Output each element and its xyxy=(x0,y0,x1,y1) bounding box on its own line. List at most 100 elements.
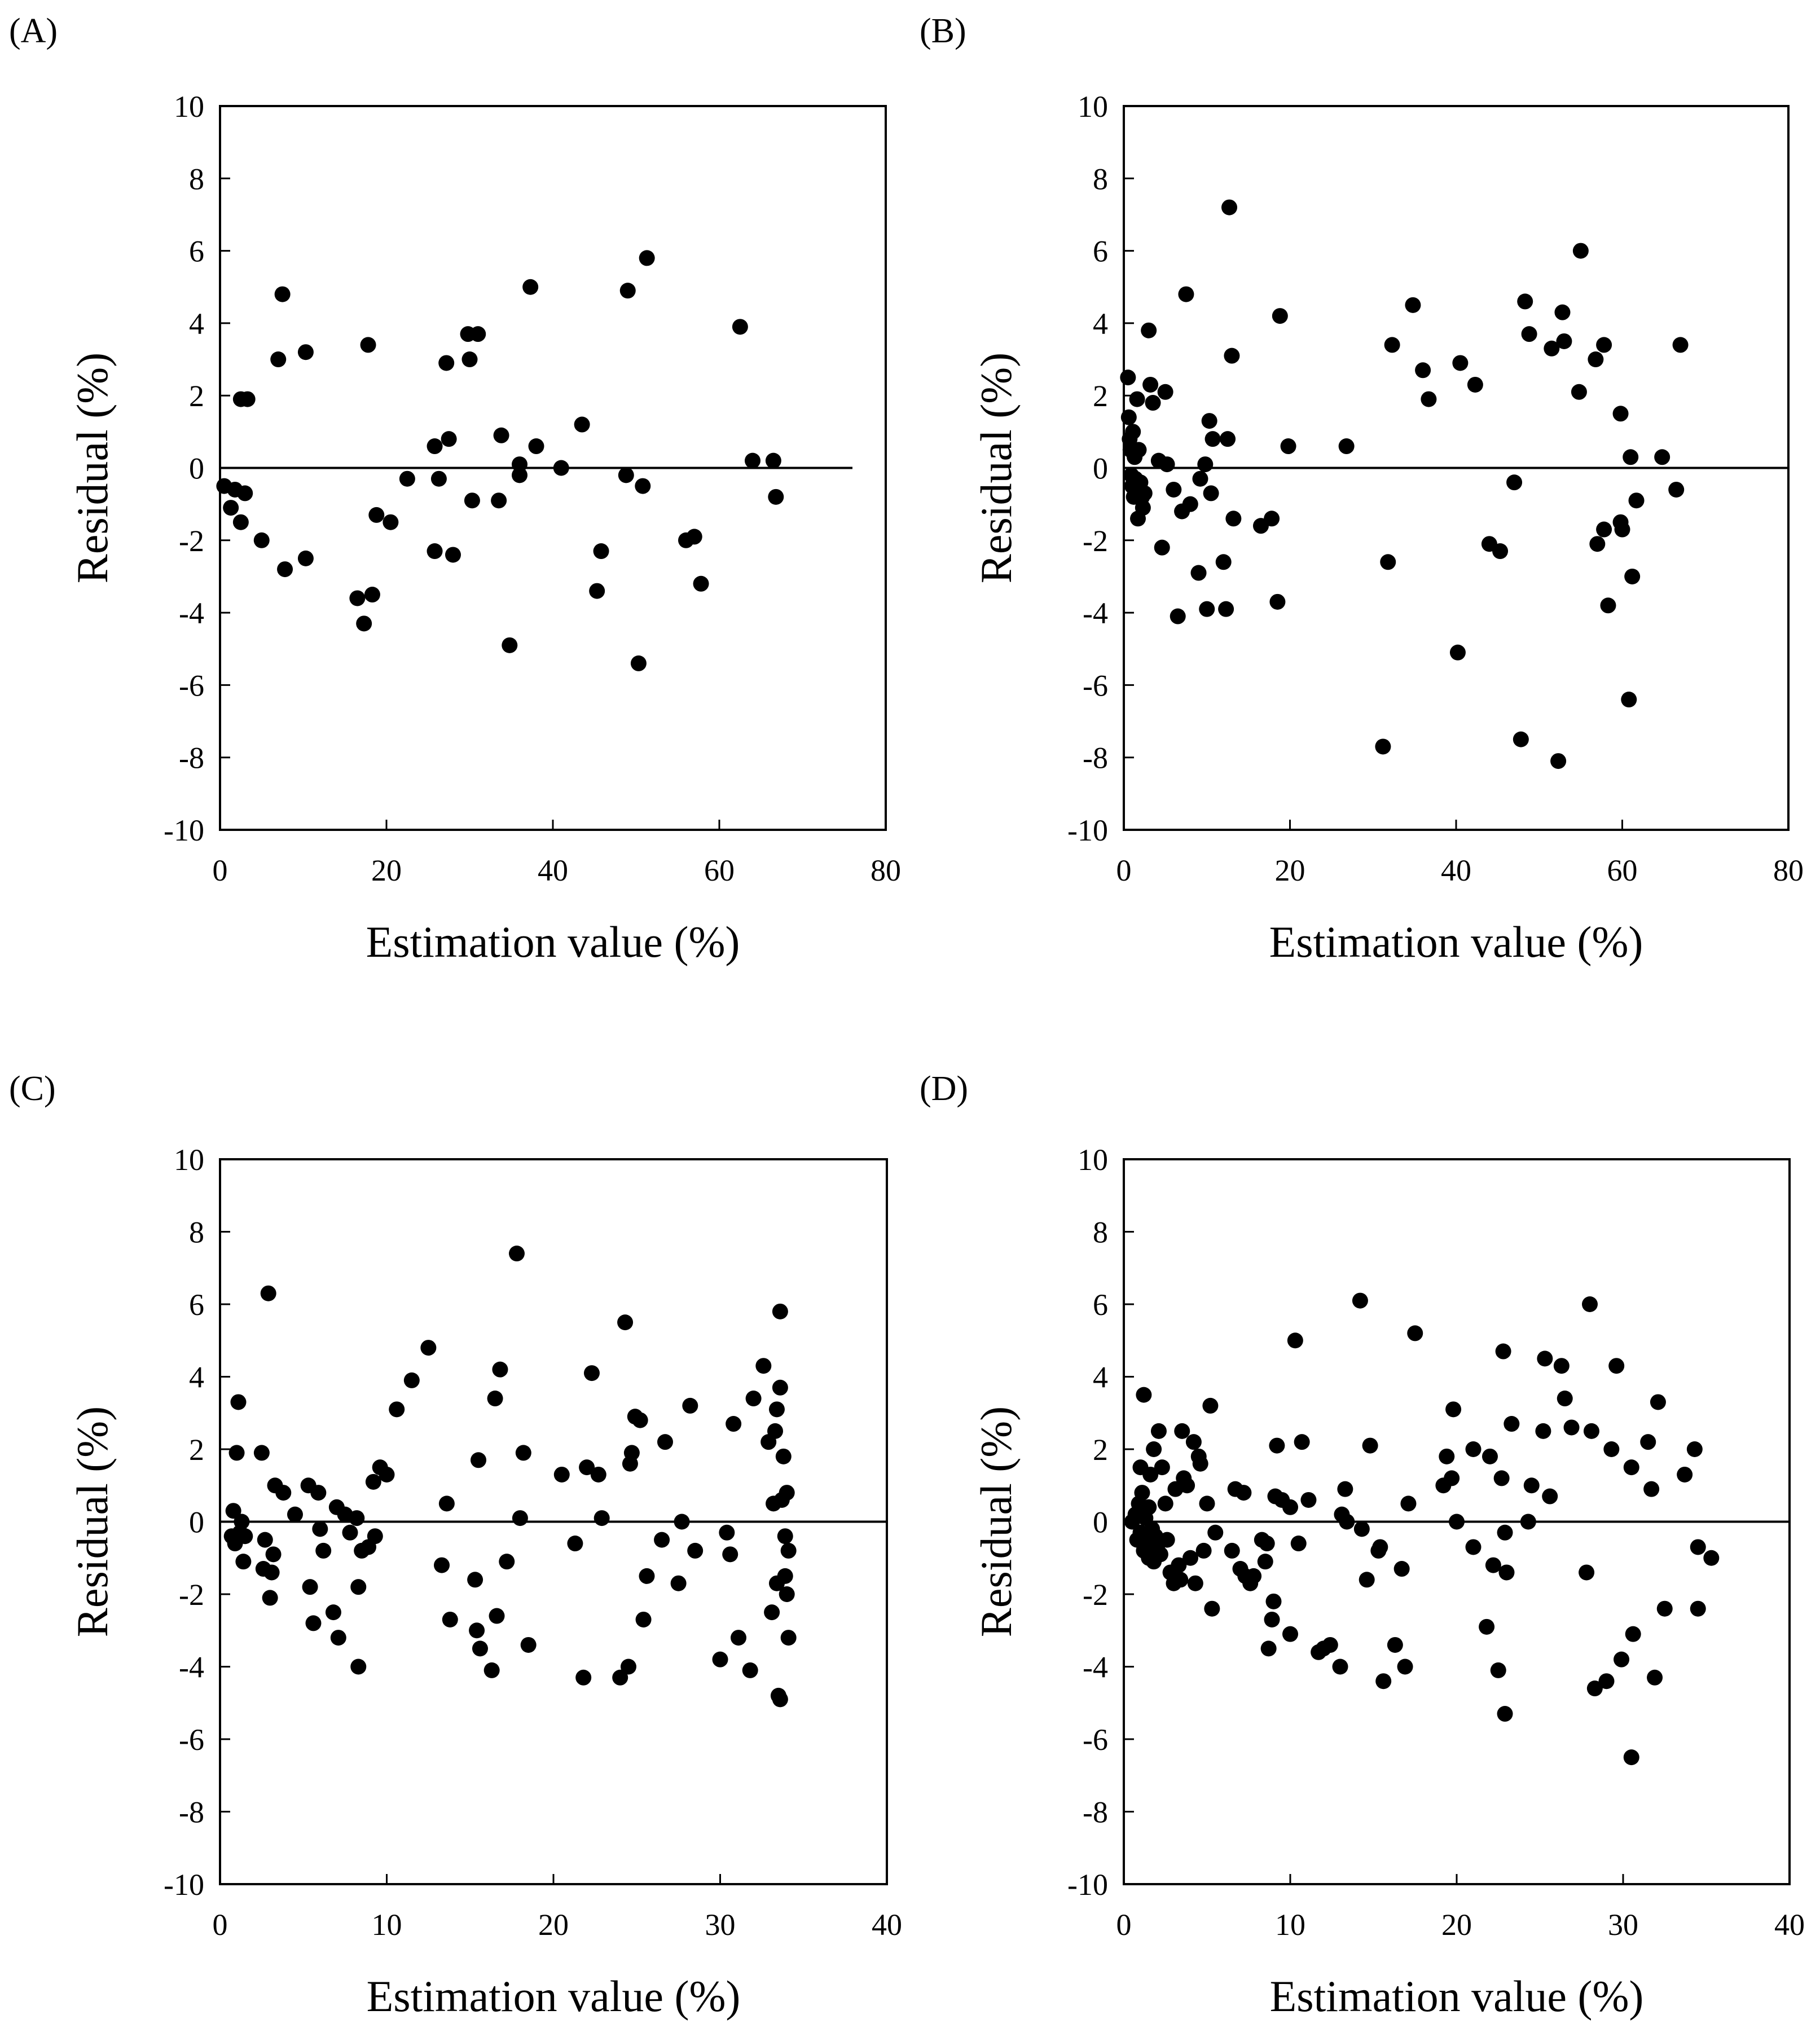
scatter-point xyxy=(732,319,748,335)
scatter-point xyxy=(1467,376,1483,393)
scatter-point xyxy=(574,416,590,433)
scatter-point xyxy=(1654,449,1670,465)
scatter-point xyxy=(1203,485,1219,501)
scatter-point xyxy=(1236,1485,1252,1501)
y-tick-label: -2 xyxy=(179,524,204,558)
scatter-point xyxy=(427,438,443,455)
scatter-point xyxy=(745,1391,762,1407)
y-tick-label: 2 xyxy=(189,379,204,413)
scatter-point xyxy=(1192,470,1208,487)
scatter-point xyxy=(1449,1514,1465,1530)
scatter-point xyxy=(575,1669,592,1686)
scatter-point xyxy=(1136,1387,1152,1403)
scatter-point xyxy=(1264,1611,1280,1627)
y-tick-label: 10 xyxy=(174,1143,204,1177)
scatter-point xyxy=(1563,1419,1580,1436)
y-tick-label: 0 xyxy=(1093,1506,1108,1539)
scatter-point xyxy=(1197,456,1214,473)
scatter-point xyxy=(312,1521,328,1537)
x-tick-label: 20 xyxy=(1275,854,1305,887)
scatter-point xyxy=(1623,1749,1639,1766)
scatter-point xyxy=(1598,1673,1615,1690)
scatter-point xyxy=(772,1303,788,1319)
scatter-point xyxy=(1359,1572,1375,1588)
scatter-point xyxy=(305,1615,322,1631)
y-tick-label: -4 xyxy=(1083,1651,1108,1684)
y-tick-label: 4 xyxy=(189,1361,204,1394)
scatter-point xyxy=(1544,340,1560,357)
scatter-point xyxy=(1554,304,1571,320)
scatter-point xyxy=(445,547,461,563)
scatter-point xyxy=(772,1379,788,1396)
y-tick-label: -10 xyxy=(1067,1868,1108,1902)
scatter-point xyxy=(230,1394,247,1410)
scatter-point xyxy=(1190,565,1207,581)
scatter-point xyxy=(427,543,443,560)
scatter-point xyxy=(1290,1536,1307,1552)
y-tick-label: 6 xyxy=(1093,1288,1108,1322)
y-tick-label: 8 xyxy=(189,162,204,196)
scatter-point xyxy=(764,1604,780,1621)
x-tick-label: 0 xyxy=(213,1908,228,1942)
panel-label: (A) xyxy=(9,12,58,50)
scatter-point xyxy=(765,452,781,469)
scatter-point xyxy=(635,1611,652,1627)
y-tick-label: -8 xyxy=(179,741,204,775)
scatter-point xyxy=(657,1434,673,1450)
scatter-point xyxy=(687,1542,704,1559)
scatter-point xyxy=(686,529,702,545)
y-tick-label: -6 xyxy=(1083,668,1108,702)
scatter-point xyxy=(365,1473,381,1490)
scatter-point xyxy=(620,1659,636,1675)
scatter-point xyxy=(1220,431,1236,447)
scatter-point xyxy=(632,1412,648,1428)
scatter-point xyxy=(1623,1459,1639,1476)
scatter-point xyxy=(1136,485,1153,501)
x-axis-label: Estimation value (%) xyxy=(367,1972,741,2021)
y-tick-label: 8 xyxy=(1093,1216,1108,1250)
scatter-point xyxy=(1287,1332,1303,1349)
y-tick-label: 2 xyxy=(1093,1433,1108,1467)
scatter-point xyxy=(745,452,760,469)
scatter-point xyxy=(1154,539,1170,556)
scatter-point xyxy=(512,467,527,483)
y-tick-label: -10 xyxy=(164,813,204,847)
scatter-point xyxy=(1332,1659,1348,1675)
scatter-point xyxy=(1372,1539,1388,1555)
scatter-point xyxy=(1703,1550,1720,1566)
scatter-point xyxy=(755,1358,772,1374)
scatter-point xyxy=(1353,1521,1370,1537)
scatter-point xyxy=(349,590,366,606)
scatter-point xyxy=(1550,753,1567,769)
scatter-point xyxy=(779,1586,795,1602)
scatter-point xyxy=(275,1485,292,1501)
scatter-point xyxy=(567,1536,583,1552)
y-tick-label: -8 xyxy=(179,1796,204,1829)
x-tick-label: 0 xyxy=(1116,854,1132,887)
scatter-point xyxy=(1131,442,1147,458)
y-tick-label: 2 xyxy=(189,1433,204,1467)
scatter-point xyxy=(1207,1524,1224,1541)
y-tick-label: 0 xyxy=(189,1506,204,1539)
y-tick-label: -2 xyxy=(1083,524,1108,558)
x-tick-label: 80 xyxy=(1773,854,1804,887)
scatter-point xyxy=(403,1372,420,1388)
y-tick-label: 8 xyxy=(1093,162,1108,196)
scatter-point xyxy=(1445,1401,1462,1418)
y-tick-label: -2 xyxy=(1083,1578,1108,1612)
scatter-point xyxy=(239,391,256,407)
scatter-point xyxy=(1141,322,1157,338)
x-tick-label: 30 xyxy=(705,1908,736,1942)
x-tick-label: 40 xyxy=(538,854,568,887)
scatter-point xyxy=(1157,384,1173,400)
scatter-point xyxy=(1668,481,1685,498)
scatter-point xyxy=(528,438,544,455)
scatter-point xyxy=(508,1246,525,1262)
scatter-point xyxy=(315,1542,332,1559)
scatter-point xyxy=(1185,1434,1202,1450)
scatter-point xyxy=(1142,376,1159,393)
scatter-point xyxy=(302,1579,318,1595)
panel-label: (B) xyxy=(920,12,966,50)
scatter-point xyxy=(1690,1600,1706,1617)
